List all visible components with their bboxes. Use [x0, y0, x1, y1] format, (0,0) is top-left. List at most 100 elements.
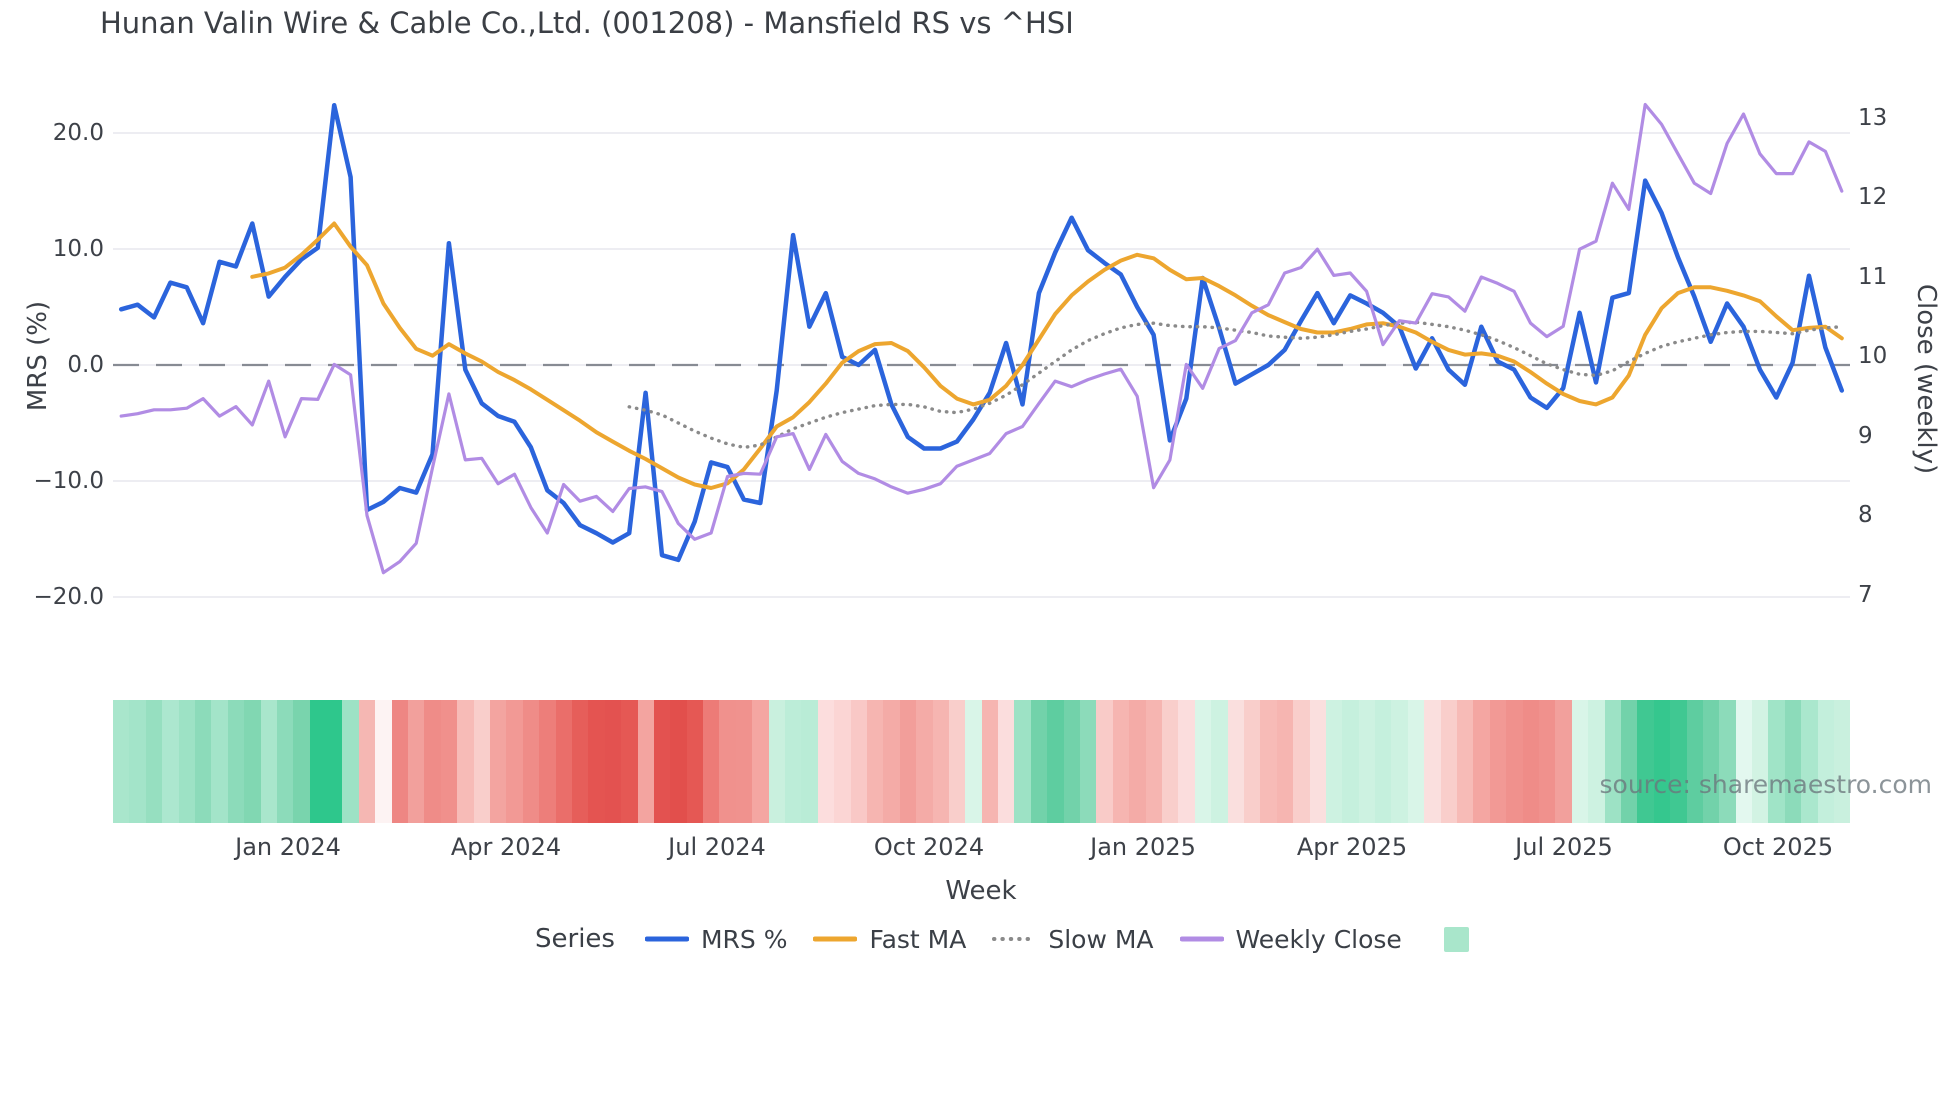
- series-line-mrs-: [118, 102, 1845, 563]
- left-tick-label: 20.0: [52, 120, 104, 146]
- heatmap-cell: [1834, 700, 1851, 823]
- heatmap-cell: [1637, 700, 1654, 823]
- heatmap-cell: [866, 700, 884, 823]
- legend-item-fast-ma: Fast MA: [813, 925, 966, 954]
- heatmap-cell: [686, 700, 704, 823]
- heatmap-cell: [1145, 700, 1162, 823]
- x-tick-label: Jul 2024: [668, 833, 766, 861]
- heatmap-cell: [817, 700, 835, 823]
- heatmap-cell: [129, 700, 146, 823]
- legend-title: Series: [535, 924, 615, 954]
- heatmap-cell: [1014, 700, 1031, 823]
- heatmap-cell: [522, 700, 540, 823]
- heatmap-cell: [588, 700, 605, 823]
- heatmap-cell: [1227, 700, 1244, 823]
- heatmap-cell: [1752, 700, 1769, 823]
- legend: Series MRS % Fast MA Slow MA Weekly Close: [535, 924, 1469, 954]
- heatmap-cell: [571, 700, 589, 823]
- heatmap-cell: [309, 700, 327, 823]
- heatmap-cell: [162, 700, 179, 823]
- heatmap-cell: [1030, 700, 1048, 823]
- heatmap-cell: [1293, 700, 1310, 823]
- x-tick-label: Jan 2025: [1090, 833, 1196, 861]
- series-line-slow-ma: [627, 320, 1844, 450]
- heatmap-cell: [1784, 700, 1802, 823]
- left-tick-label: 10.0: [52, 236, 104, 262]
- heatmap-cell: [244, 700, 261, 823]
- source-watermark: source: sharemaestro.com: [1599, 770, 1933, 799]
- heatmap-cell: [752, 700, 769, 823]
- heatmap-cell: [227, 700, 245, 823]
- x-tick-label: Oct 2024: [873, 833, 985, 861]
- heatmap-cell: [637, 700, 654, 823]
- right-tick-label: 12: [1858, 184, 1888, 210]
- page-title: Hunan Valin Wire & Cable Co.,Ltd. (00120…: [100, 6, 1074, 40]
- series-line-fast-ma: [250, 221, 1844, 490]
- x-tick-label: Oct 2025: [1722, 833, 1834, 861]
- heatmap-cell: [850, 700, 867, 823]
- heatmap-cell: [1178, 700, 1195, 823]
- heatmap-cell: [1571, 700, 1589, 823]
- heatmap-cell: [965, 700, 982, 823]
- heatmap-cell: [211, 700, 228, 823]
- heatmap-cell: [1538, 700, 1556, 823]
- heatmap-cell: [1243, 700, 1261, 823]
- right-tick-label: 9: [1858, 423, 1873, 449]
- x-tick-label: Jan 2024: [235, 833, 341, 861]
- heatmap-cell: [1653, 700, 1671, 823]
- heatmap-cell: [1489, 700, 1507, 823]
- heatmap-cell: [1768, 700, 1785, 823]
- heatmap-cell: [1440, 700, 1458, 823]
- heatmap-cell: [1080, 700, 1097, 823]
- right-tick-label: 8: [1858, 502, 1873, 528]
- left-tick-label: 0.0: [67, 352, 104, 378]
- heatmap-cell: [801, 700, 818, 823]
- weekly-heatmap-strip: [113, 700, 1851, 823]
- heatmap-cell: [1063, 700, 1081, 823]
- heatmap-cell: [424, 700, 441, 823]
- heatmap-cell: [1309, 700, 1326, 823]
- heatmap-cell: [768, 700, 786, 823]
- heatmap-cell: [1194, 700, 1212, 823]
- heatmap-cell: [1522, 700, 1539, 823]
- legend-item-mrs-: MRS %: [644, 924, 788, 954]
- legend-item-slow-ma: Slow MA: [992, 925, 1154, 954]
- heatmap-cell: [1473, 700, 1490, 823]
- heatmap-cell: [1424, 700, 1441, 823]
- heatmap-cell: [1325, 700, 1343, 823]
- heatmap-cell: [440, 700, 458, 823]
- heatmap-cell: [1686, 700, 1703, 823]
- heatmap-cell: [1112, 700, 1130, 823]
- heatmap-cell: [194, 700, 212, 823]
- heatmap-cell: [1801, 700, 1818, 823]
- heatmap-cell: [457, 700, 474, 823]
- heatmap-cell: [1670, 700, 1687, 823]
- right-axis-title: Close (weekly): [1911, 283, 1941, 475]
- x-axis-title: Week: [945, 876, 1017, 906]
- legend-item-label: Fast MA: [869, 924, 967, 954]
- heatmap-cell: [1735, 700, 1753, 823]
- legend-swatch-solid-icon: [1179, 936, 1224, 942]
- legend-item-label: MRS %: [700, 924, 788, 954]
- heatmap-cell: [1129, 700, 1146, 823]
- heatmap-cell: [473, 700, 490, 823]
- heatmap-cell: [408, 700, 425, 823]
- heatmap-cell: [998, 700, 1015, 823]
- legend-item-label: Weekly Close: [1235, 924, 1402, 954]
- heatmap-cell: [539, 700, 556, 823]
- heatmap-cell: [604, 700, 622, 823]
- heatmap-cell: [1375, 700, 1392, 823]
- heatmap-cell: [670, 700, 687, 823]
- heatmap-cell: [1342, 700, 1359, 823]
- heatmap-cell: [1457, 700, 1474, 823]
- x-tick-label: Jul 2025: [1515, 833, 1613, 861]
- heatmap-cell: [260, 700, 277, 823]
- heatmap-cell: [1047, 700, 1064, 823]
- right-tick-label: 7: [1858, 582, 1873, 608]
- left-tick-label: −10.0: [33, 468, 104, 494]
- heatmap-cell: [1506, 700, 1523, 823]
- heatmap-cell: [276, 700, 294, 823]
- series-line-weekly-close: [119, 102, 1844, 575]
